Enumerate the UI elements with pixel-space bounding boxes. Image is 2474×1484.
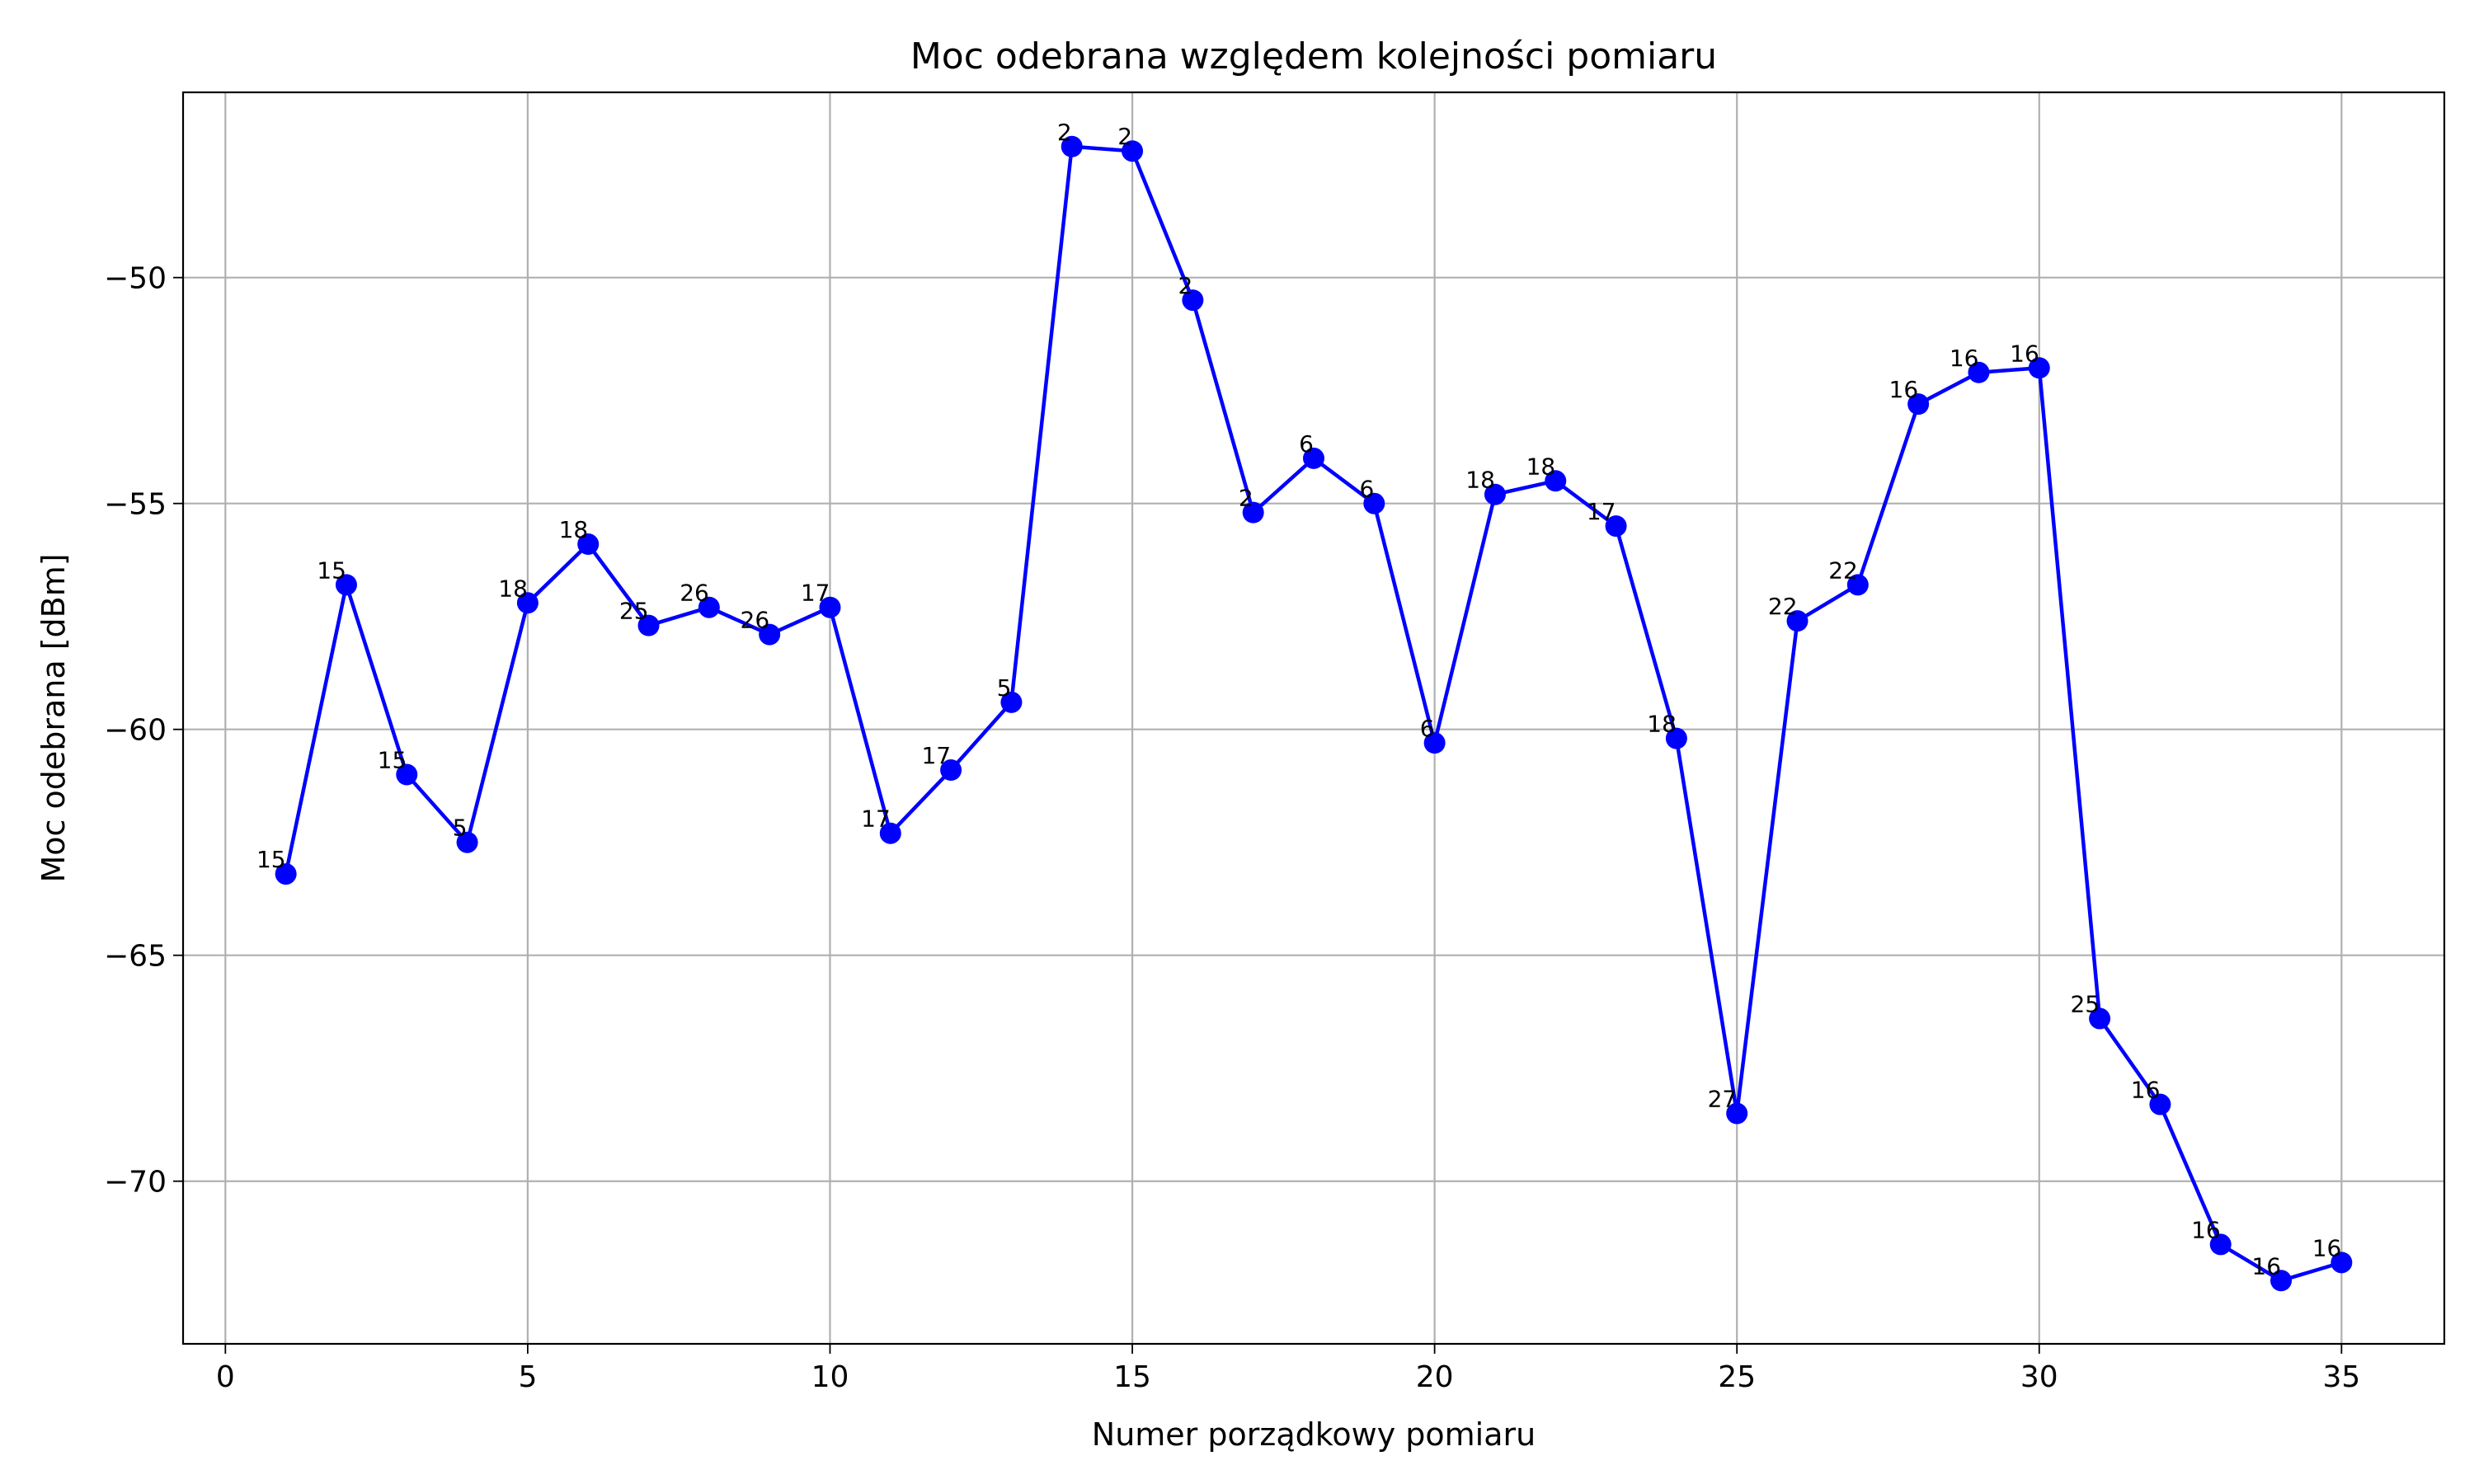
data-point-label: 15 — [317, 556, 346, 584]
y-axis-label: Moc odebrana [dBm] — [35, 553, 72, 882]
data-point-label: 6 — [1420, 715, 1435, 742]
data-point-label: 17 — [861, 805, 891, 833]
data-point — [2270, 1270, 2293, 1292]
data-point — [1000, 691, 1023, 713]
data-point — [698, 596, 720, 618]
data-point — [2209, 1233, 2232, 1256]
data-point-label: 18 — [1526, 453, 1556, 480]
data-point-label: 22 — [1768, 593, 1798, 620]
data-point — [1122, 140, 1144, 162]
data-point — [1484, 483, 1506, 505]
y-tick-label: −65 — [104, 940, 167, 974]
data-point-label: 5 — [453, 815, 468, 842]
data-point — [2028, 357, 2050, 379]
data-point — [275, 863, 297, 885]
y-tick-label: −70 — [104, 1166, 167, 1200]
data-point — [940, 759, 962, 782]
data-point — [577, 533, 600, 556]
data-point-label: 16 — [1950, 345, 1979, 372]
y-tick-label: −60 — [104, 714, 167, 748]
data-point-label: 2 — [1178, 272, 1193, 299]
x-tick-label: 5 — [518, 1360, 537, 1394]
data-point-label: 26 — [680, 580, 709, 607]
data-point-label: 17 — [1587, 498, 1616, 525]
series-line — [284, 144, 2343, 1283]
data-point — [1726, 1102, 1748, 1125]
y-tick-label: −55 — [104, 488, 167, 522]
data-point-label: 18 — [498, 575, 528, 602]
x-tick-label: 15 — [1113, 1360, 1151, 1394]
data-point — [637, 614, 660, 636]
y-tick-label: −50 — [104, 262, 167, 296]
data-point — [1182, 289, 1204, 312]
data-point-label: 16 — [2191, 1216, 2221, 1243]
data-point — [1423, 732, 1446, 754]
data-point — [1907, 393, 1930, 416]
data-point-label: 15 — [378, 747, 407, 774]
data-point-label: 22 — [1828, 556, 1858, 584]
data-point-label: 16 — [2251, 1252, 2281, 1280]
x-tick-label: 35 — [2322, 1360, 2360, 1394]
data-point-label: 6 — [1359, 476, 1374, 503]
data-point-label: 16 — [2010, 340, 2039, 367]
data-point-label: 2 — [1239, 485, 1253, 512]
data-point-label: 17 — [921, 742, 951, 769]
data-point-label: 2 — [1117, 123, 1132, 150]
data-point — [456, 831, 478, 853]
data-point-label: 27 — [1708, 1086, 1738, 1113]
chart-title: Moc odebrana względem kolejności pomiaru — [910, 35, 1717, 77]
data-point-label: 16 — [2312, 1234, 2342, 1261]
data-point — [396, 763, 418, 786]
x-tick-label: 0 — [216, 1360, 235, 1394]
data-point — [1242, 501, 1264, 524]
data-point — [1605, 515, 1627, 538]
x-tick-label: 10 — [811, 1360, 849, 1394]
data-point-label: 17 — [801, 580, 830, 607]
data-point — [2331, 1252, 2353, 1274]
data-point-label: 16 — [2131, 1077, 2161, 1104]
data-point — [2149, 1093, 2171, 1115]
data-point — [1665, 727, 1687, 749]
data-point-label: 5 — [997, 674, 1012, 702]
data-point-label: 26 — [741, 607, 770, 634]
data-point — [335, 574, 357, 596]
data-point-label: 2 — [1057, 119, 1072, 146]
data-point-label: 18 — [1647, 711, 1677, 738]
x-axis-label: Numer porządkowy pomiaru — [1092, 1416, 1536, 1453]
data-point — [1968, 361, 1990, 383]
x-tick-label: 30 — [2020, 1360, 2058, 1394]
data-point-label: 15 — [256, 846, 286, 873]
data-point — [1061, 135, 1083, 157]
data-point — [1786, 610, 1808, 632]
data-point — [1363, 492, 1385, 514]
plot-frame — [181, 91, 2446, 1345]
data-point-label: 18 — [1465, 467, 1495, 494]
data-point-label: 16 — [1889, 376, 1919, 403]
data-point — [516, 592, 539, 614]
grid — [183, 92, 2444, 1344]
data-point-label: 25 — [2070, 990, 2100, 1017]
x-tick-label: 25 — [1718, 1360, 1756, 1394]
data-point-label: 6 — [1299, 430, 1314, 458]
x-tick-label: 20 — [1416, 1360, 1454, 1394]
data-point — [759, 623, 781, 646]
data-series — [275, 135, 2353, 1292]
data-point — [2089, 1007, 2111, 1030]
data-point — [819, 596, 841, 618]
data-point — [879, 822, 901, 844]
axis-ticks: 0 5 10 15 20 25 30 35−50−55−60−65−70 — [104, 262, 2360, 1394]
data-point — [1846, 574, 1869, 596]
data-point-label: 18 — [559, 516, 589, 543]
data-point — [1303, 447, 1324, 469]
data-point-label: 25 — [619, 598, 649, 625]
data-point — [1545, 470, 1567, 492]
